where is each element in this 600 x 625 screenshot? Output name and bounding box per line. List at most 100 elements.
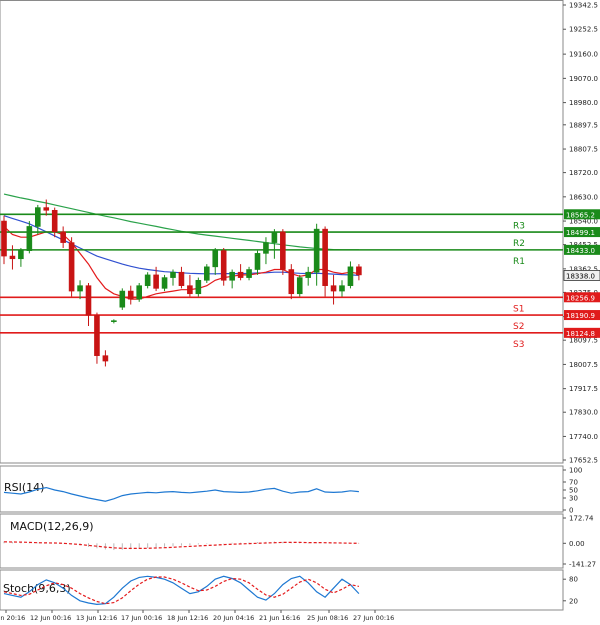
price-axis-tick-label: 17652.5 [569, 457, 598, 465]
macd-axis-tick-label: 0.00 [569, 540, 585, 548]
candle-body [102, 355, 109, 362]
candle-body [195, 279, 202, 295]
candle-body [144, 274, 151, 286]
candle-body [34, 207, 41, 227]
candle-body [51, 209, 58, 233]
current-price-label: 18338.0 [566, 272, 595, 280]
level-name-r2: R2 [513, 239, 525, 249]
price-axis-tick-label: 18097.5 [569, 337, 598, 345]
candle-body [263, 242, 269, 254]
level-value-label: 18124.8 [566, 330, 595, 338]
price-axis-tick-label: 19070.0 [569, 75, 598, 83]
level-value-box [564, 209, 600, 220]
candle-body [153, 274, 159, 289]
level-name-s2: S2 [513, 322, 524, 332]
candle-body [288, 269, 295, 295]
candle-body [220, 250, 227, 281]
rsi-line [3, 486, 359, 502]
price-panel: R3 R2 R1 S1 S2 S3 19342.5 19252.5 19160.0 19070.0… [0, 0, 600, 465]
time-tick-label: 13 Jun 12:16 [76, 614, 117, 622]
candle-body [94, 314, 100, 356]
stoch-main-line [3, 575, 360, 606]
stoch-label: Stoch(9,6,3) [3, 582, 71, 595]
price-axis-tick-label: 18007.5 [569, 361, 598, 369]
stoch-signal-line [3, 576, 360, 605]
candle-body [26, 226, 33, 251]
rsi-label: RSI(14) [4, 481, 44, 494]
candle-body [330, 285, 337, 292]
candle-body [246, 269, 252, 278]
price-axis-tick-label: 19160.0 [569, 51, 598, 59]
candle-body [1, 220, 7, 257]
candle-body [254, 253, 261, 270]
macd-panel: MACD(12,26,9) 172.74 0.00 -141.27 [0, 513, 596, 569]
candle-body [187, 285, 193, 295]
level-value-label: 18190.9 [566, 312, 595, 320]
candle-body [119, 290, 126, 308]
price-axis-tick-label: 18362.5 [569, 265, 598, 273]
time-tick-label: 20 Jun 04:16 [213, 614, 254, 622]
level-name-r1: R1 [513, 257, 525, 267]
rsi-axis-tick-label: 70 [569, 479, 578, 487]
stoch-panel-frame [0, 569, 564, 611]
time-tick-label: 18 Jun 12:16 [167, 614, 208, 622]
candle-body [322, 228, 328, 286]
price-axis-tick-label: 18807.5 [569, 146, 598, 154]
level-value-label: 18256.9 [566, 294, 595, 302]
price-axis-tick-label: 18720.0 [569, 169, 598, 177]
candle-body [237, 271, 244, 278]
candle-body [170, 271, 176, 278]
level-name-s3: S3 [513, 340, 524, 350]
time-tick-label: 27 Jun 00:16 [353, 614, 394, 622]
candle-body [280, 231, 286, 270]
price-axis-tick-label: 18980.0 [569, 99, 598, 107]
time-tick-label: 12 Jun 00:16 [30, 614, 71, 622]
rsi-axis-tick-label: 50 [569, 487, 578, 495]
price-axis-tick-label: 18630.0 [569, 193, 598, 201]
macd-panel-frame [0, 513, 564, 569]
stoch-panel: Stoch(9,6,3) 80 20 [0, 569, 578, 611]
time-tick-label: 25 Jun 08:16 [307, 614, 348, 622]
candle-body [77, 285, 83, 292]
candle-body [212, 250, 219, 268]
level-value-label: 18499.1 [566, 229, 595, 237]
time-tick-label: 17 Jun 00:16 [121, 614, 162, 622]
candle-body [68, 242, 75, 292]
current-price-box [563, 270, 600, 281]
time-tick-label: 21 Jun 16:16 [259, 614, 300, 622]
candle-body [271, 231, 278, 243]
rsi-panel-frame [0, 465, 564, 513]
macd-signal-line [3, 541, 359, 550]
price-axis-tick-label: 19252.5 [569, 26, 598, 34]
level-value-box [564, 292, 600, 303]
price-axis-tick-label: 17917.5 [569, 385, 598, 393]
candle-body [43, 207, 50, 211]
candle-body [85, 285, 92, 316]
level-value-box [564, 310, 600, 321]
candle-body [313, 228, 320, 273]
candle-body [60, 231, 66, 243]
candle-body [356, 266, 362, 276]
level-name-r3: R3 [513, 221, 525, 231]
candle-body [296, 277, 303, 295]
macd-axis-tick-label: 172.74 [569, 515, 594, 523]
level-value-box [564, 327, 600, 338]
level-value-label: 18565.2 [566, 211, 595, 219]
candle-body [229, 271, 235, 281]
rsi-axis-tick-label: 30 [569, 495, 578, 503]
rsi-axis-tick-label: 0 [569, 507, 573, 515]
candle-body [339, 285, 345, 292]
price-axis-tick-label: 18540.0 [569, 218, 598, 226]
level-value-box [564, 227, 600, 238]
candle-body [305, 271, 312, 278]
candle-body [136, 285, 142, 300]
price-axis-tick-label: 18897.5 [569, 121, 598, 129]
time-axis: 11 Jun 20:16 12 Jun 00:16 13 Jun 12:16 17 J… [0, 610, 394, 622]
price-axis-tick-label: 17830.0 [569, 409, 598, 417]
candle-body [18, 250, 24, 260]
macd-label: MACD(12,26,9) [10, 520, 94, 533]
candle-body [347, 266, 354, 286]
time-tick-label: 11 Jun 20:16 [0, 614, 25, 622]
